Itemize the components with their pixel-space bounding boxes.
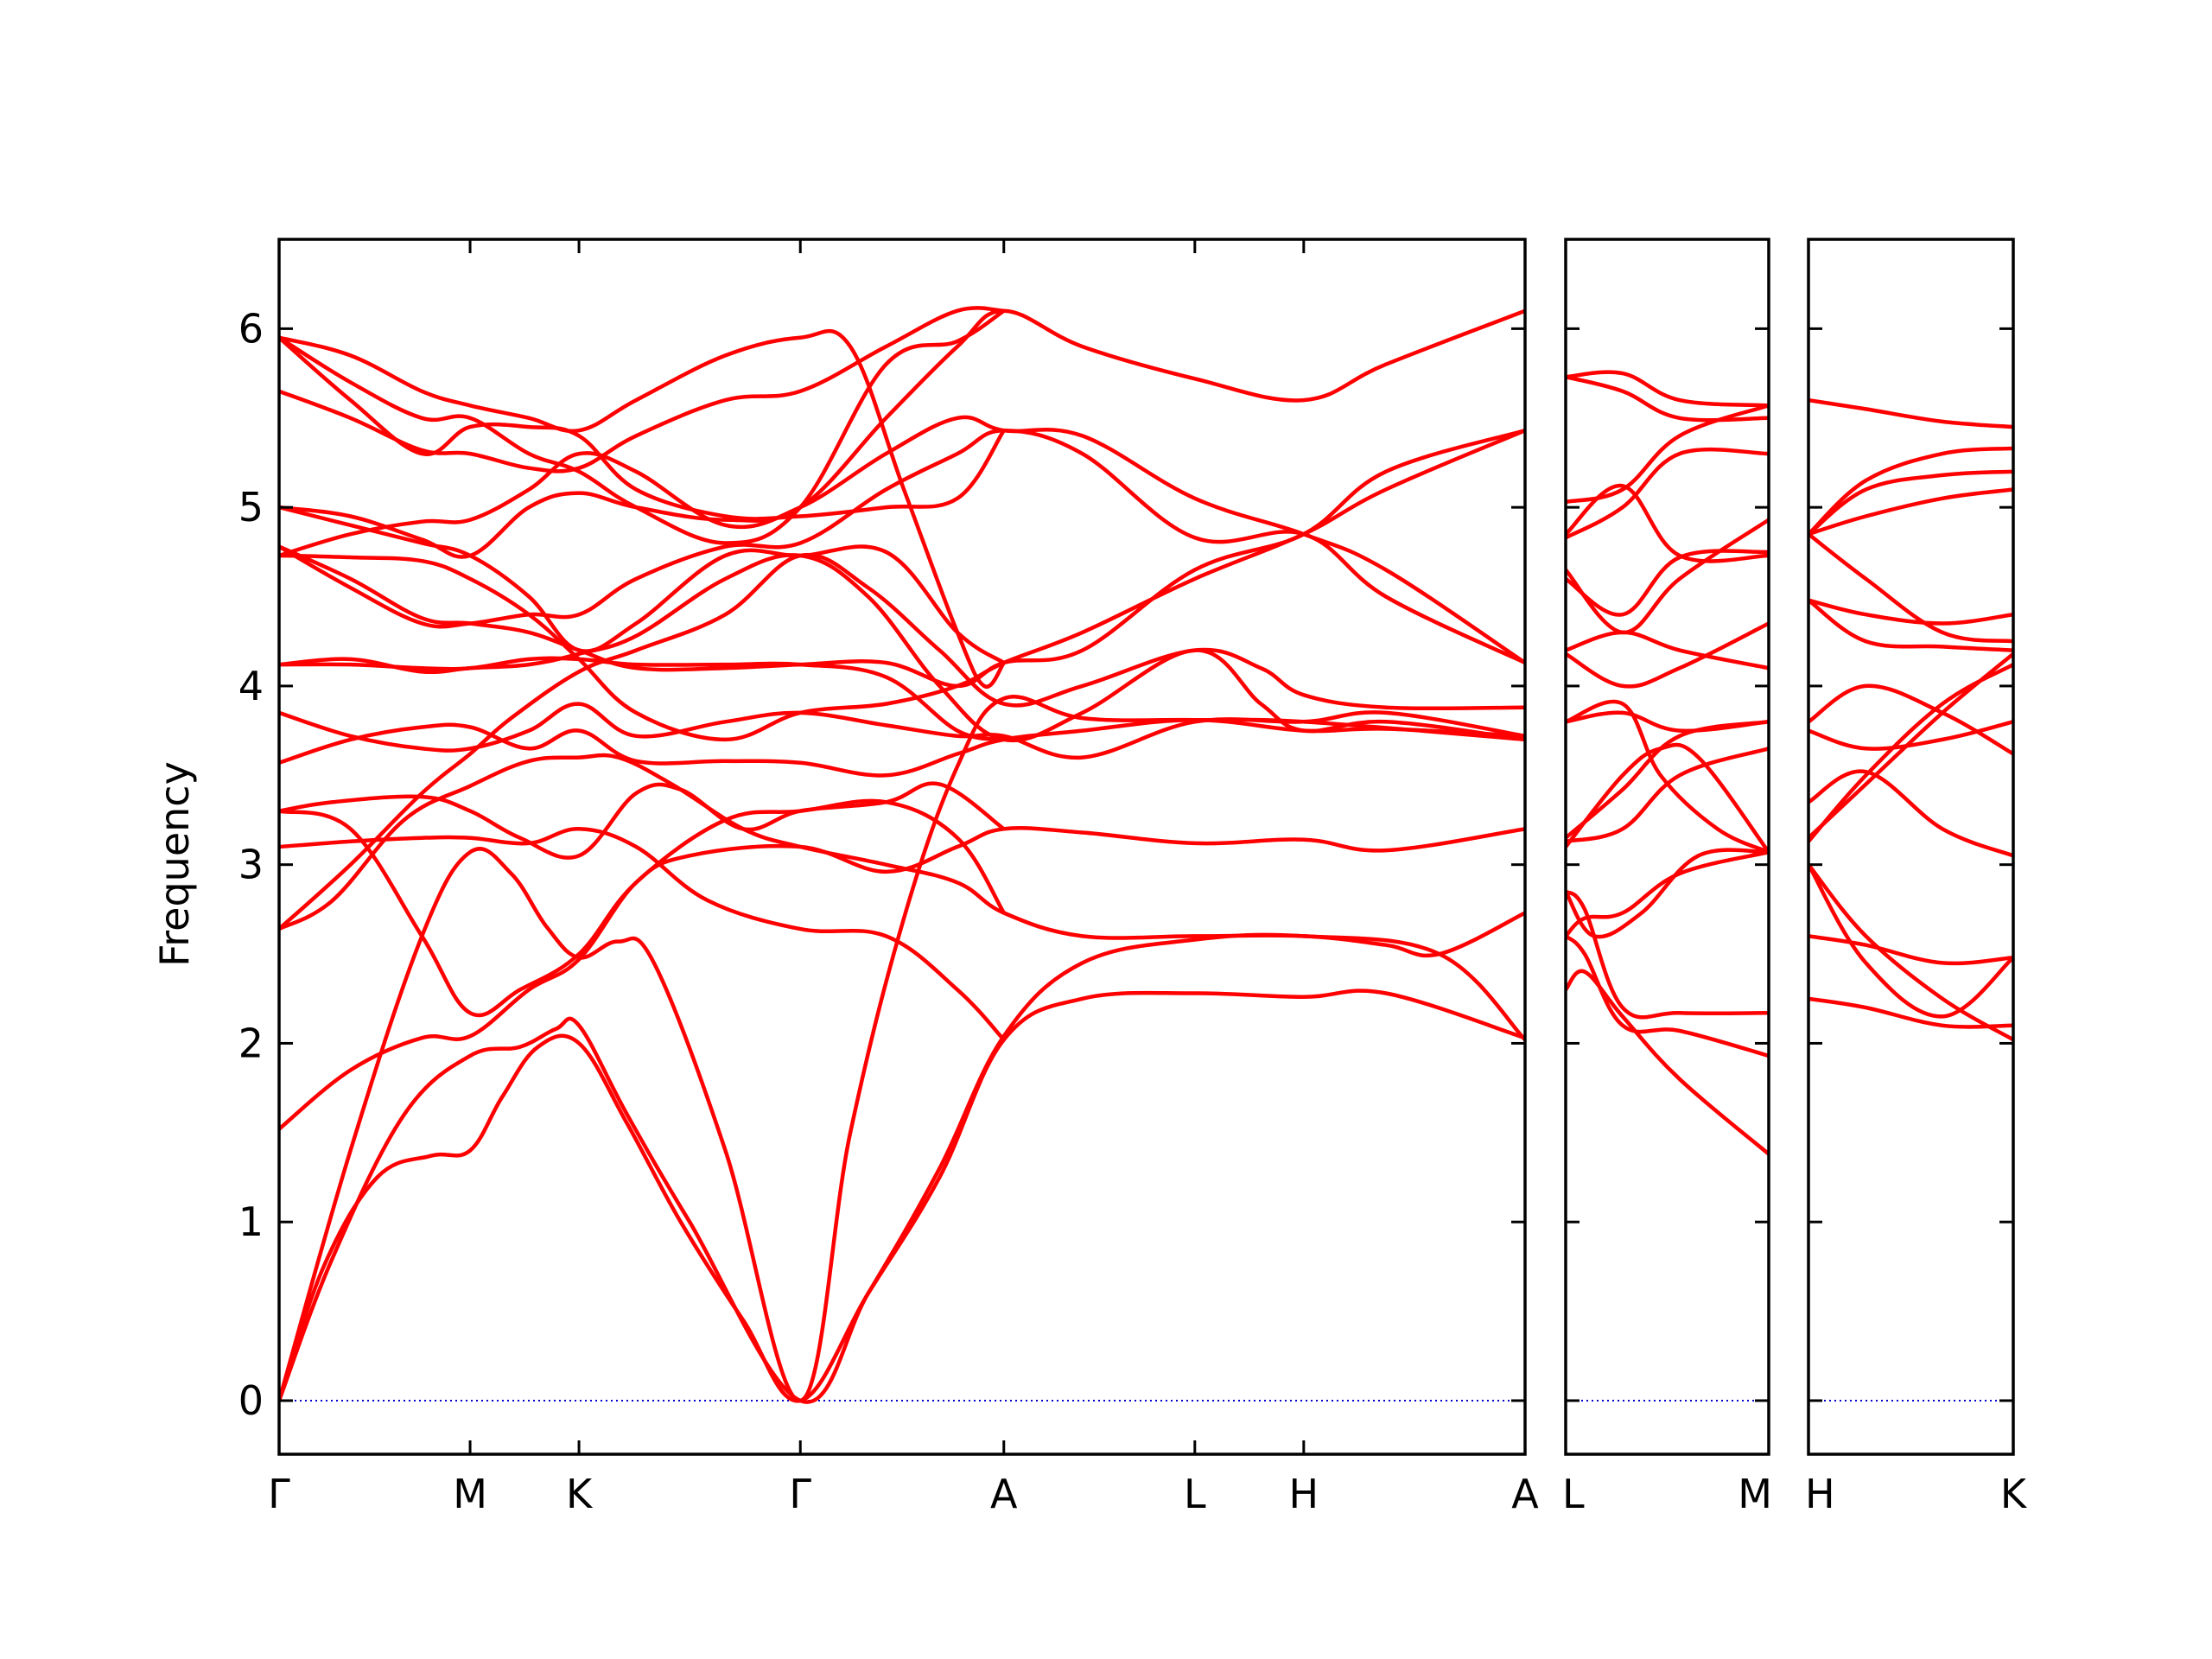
band-line-6 xyxy=(1808,662,2013,844)
band-line-13 xyxy=(1566,549,1769,617)
band-line-11 xyxy=(1566,630,1769,671)
band-line-19 xyxy=(1566,374,1769,423)
band-group xyxy=(1566,370,1769,1156)
band-line-9 xyxy=(1566,699,1769,855)
x-tick-label: Γ xyxy=(268,1471,290,1517)
panel-frame xyxy=(277,238,1527,1456)
y-tick-label: 6 xyxy=(238,305,264,352)
band-line-1 xyxy=(279,988,1525,1403)
band-line-12 xyxy=(1566,621,1769,689)
y-tick-label: 1 xyxy=(238,1198,264,1245)
band-line-3 xyxy=(279,695,1525,1403)
band-line-15 xyxy=(1566,447,1769,540)
band-line-23 xyxy=(279,335,1007,521)
band-line-8 xyxy=(1566,720,1769,840)
band-line-4 xyxy=(1566,849,1769,938)
band-line-6 xyxy=(279,552,1525,931)
band-line-13 xyxy=(279,553,1525,743)
y-tick-label: 4 xyxy=(238,663,264,709)
band-line-7 xyxy=(1566,747,1769,844)
y-tick-label: 0 xyxy=(238,1377,264,1424)
band-line-2 xyxy=(279,932,1525,1404)
band-line-8 xyxy=(279,798,1007,1018)
band-line-4 xyxy=(279,826,1525,1131)
band-line-3 xyxy=(1566,889,1769,1020)
band-line-5 xyxy=(279,753,1525,958)
band-line-5 xyxy=(1566,848,1769,939)
band-line-14 xyxy=(1566,518,1769,635)
x-tick-label: A xyxy=(1511,1471,1539,1517)
band-line-18 xyxy=(279,415,1525,665)
y-tick-label: 5 xyxy=(238,484,264,531)
y-axis-label: Frequency xyxy=(151,761,198,967)
band-line-7 xyxy=(279,827,1007,1042)
band-line-5 xyxy=(1808,769,2013,858)
band-line-16 xyxy=(1566,404,1769,505)
band-line-10 xyxy=(1808,598,2013,652)
x-tick-label: H xyxy=(1805,1471,1835,1517)
band-line-11 xyxy=(1808,598,2013,626)
panel-frame xyxy=(1564,238,1770,1456)
band-line-9 xyxy=(279,781,1007,860)
band-group xyxy=(1808,397,2013,1042)
x-tick-label: L xyxy=(1184,1471,1206,1517)
band-line-12 xyxy=(279,656,1007,742)
band-line-11 xyxy=(279,702,1525,760)
band-line-10 xyxy=(1566,710,1769,734)
band-line-13 xyxy=(1808,487,2013,537)
band-line-17 xyxy=(279,505,1007,665)
band-line-18 xyxy=(1566,370,1769,408)
band-line-9 xyxy=(1808,683,2013,756)
y-tick-label: 3 xyxy=(238,842,264,888)
band-line-20 xyxy=(279,306,1007,474)
band-line-1 xyxy=(1566,969,1769,1156)
x-tick-label: Γ xyxy=(789,1471,811,1517)
band-line-14 xyxy=(1808,469,2013,537)
band-line-19 xyxy=(279,308,1525,559)
band-line-10 xyxy=(279,717,1525,778)
band-line-14 xyxy=(279,428,1525,742)
x-tick-label: K xyxy=(566,1471,594,1517)
x-tick-label: M xyxy=(453,1471,487,1517)
panel-frame xyxy=(1807,238,2015,1456)
x-tick-label: K xyxy=(2000,1471,2028,1517)
band-line-4 xyxy=(1808,862,2013,1019)
band-line-15 xyxy=(1808,446,2013,537)
x-tick-label: A xyxy=(990,1471,1018,1517)
band-line-2 xyxy=(1808,934,2013,966)
band-line-12 xyxy=(1808,531,2013,644)
band-line-22 xyxy=(279,328,1007,690)
y-tick-label: 2 xyxy=(238,1020,264,1066)
panel-1: 0 1 2 3 4 5 6 Γ M K Γ A L H A xyxy=(238,238,1539,1517)
band-line-21 xyxy=(279,308,1007,545)
band-line-17 xyxy=(1566,484,1769,563)
x-tick-label: M xyxy=(1738,1471,1772,1517)
band-line-1 xyxy=(1808,996,2013,1029)
band-line-8 xyxy=(1808,720,2013,751)
band-line-16 xyxy=(1808,397,2013,429)
band-group xyxy=(279,306,1525,1404)
x-tick-label: H xyxy=(1289,1471,1319,1517)
x-tick-label: L xyxy=(1562,1471,1585,1517)
band-line-3 xyxy=(1808,862,2013,1042)
band-line-2 xyxy=(1566,934,1769,1058)
